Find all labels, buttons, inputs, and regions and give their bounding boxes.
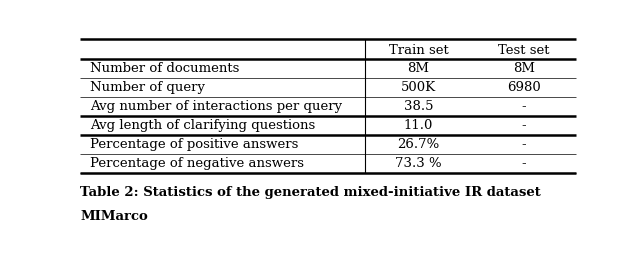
Text: Train set: Train set <box>388 44 449 57</box>
Text: -: - <box>522 100 526 113</box>
Text: MIMarco: MIMarco <box>80 209 148 222</box>
Text: 500K: 500K <box>401 81 436 94</box>
Text: Test set: Test set <box>498 44 550 57</box>
Text: 26.7%: 26.7% <box>397 138 440 151</box>
Text: -: - <box>522 138 526 151</box>
Text: 38.5: 38.5 <box>404 100 433 113</box>
Text: 8M: 8M <box>408 62 429 75</box>
Text: Table 2: Statistics of the generated mixed-initiative IR dataset: Table 2: Statistics of the generated mix… <box>80 186 541 199</box>
Text: -: - <box>522 119 526 132</box>
Text: 11.0: 11.0 <box>404 119 433 132</box>
Text: Avg length of clarifying questions: Avg length of clarifying questions <box>90 119 315 132</box>
Text: Number of query: Number of query <box>90 81 205 94</box>
Text: 8M: 8M <box>513 62 535 75</box>
Text: 73.3 %: 73.3 % <box>396 157 442 170</box>
Text: Number of documents: Number of documents <box>90 62 239 75</box>
Text: Avg number of interactions per query: Avg number of interactions per query <box>90 100 342 113</box>
Text: 6980: 6980 <box>507 81 541 94</box>
Text: Percentage of positive answers: Percentage of positive answers <box>90 138 298 151</box>
Text: Percentage of negative answers: Percentage of negative answers <box>90 157 304 170</box>
Text: -: - <box>522 157 526 170</box>
